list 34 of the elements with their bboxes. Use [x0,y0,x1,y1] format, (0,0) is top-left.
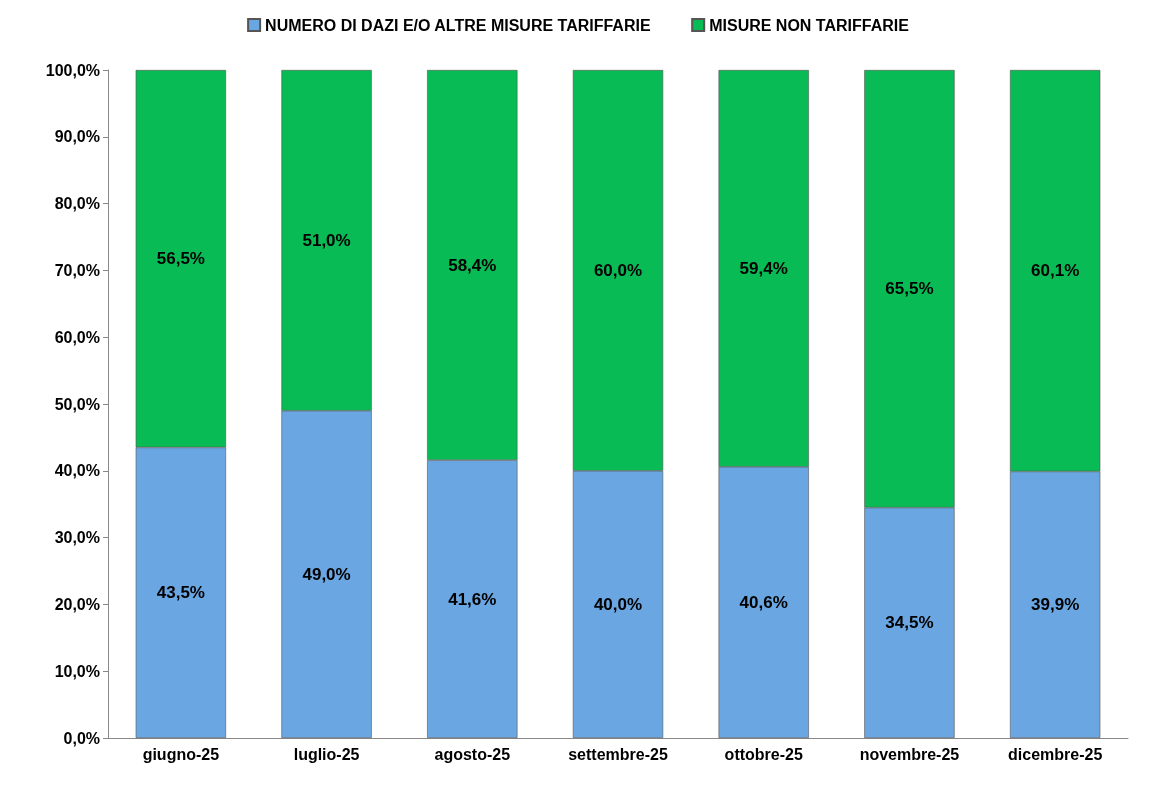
y-tick-label: 10,0% [54,662,100,680]
data-label: 56,5% [156,249,205,269]
y-tick-label: 20,0% [54,595,100,613]
data-label: 40,6% [739,592,788,612]
x-tick-label: agosto-25 [434,745,511,763]
data-label: 58,4% [448,255,497,275]
data-label: 60,0% [593,260,643,280]
x-tick-label: settembre-25 [568,745,668,763]
y-tick-label: 0,0% [63,729,100,747]
y-tick-label: 40,0% [54,462,100,480]
y-tick-label: 100,0% [45,61,100,79]
x-tick-label: novembre-25 [859,745,960,763]
y-tick-label: 30,0% [54,529,100,547]
legend-label: NUMERO DI DAZI E/O ALTRE MISURE TARIFFARIE [265,16,651,34]
data-label: 39,9% [1031,595,1080,615]
data-label: 43,5% [156,583,205,603]
data-label: 51,0% [302,230,351,250]
data-label: 60,1% [1031,261,1080,281]
data-label: 49,0% [302,564,351,584]
y-tick-label: 90,0% [54,128,100,146]
y-tick-label: 80,0% [54,195,100,213]
data-label: 40,0% [593,594,643,614]
data-label: 34,5% [885,613,934,633]
data-label: 65,5% [885,279,934,299]
y-tick-label: 60,0% [54,328,100,346]
y-tick-label: 70,0% [54,261,100,279]
x-tick-label: ottobre-25 [724,745,803,763]
legend-label: MISURE NON TARIFFARIE [709,16,910,34]
data-label: 41,6% [448,589,497,609]
x-tick-label: dicembre-25 [1008,745,1103,763]
x-tick-label: luglio-25 [293,745,360,763]
x-tick-label: giugno-25 [142,745,220,763]
data-label: 59,4% [739,258,788,278]
y-tick-label: 50,0% [54,395,100,413]
